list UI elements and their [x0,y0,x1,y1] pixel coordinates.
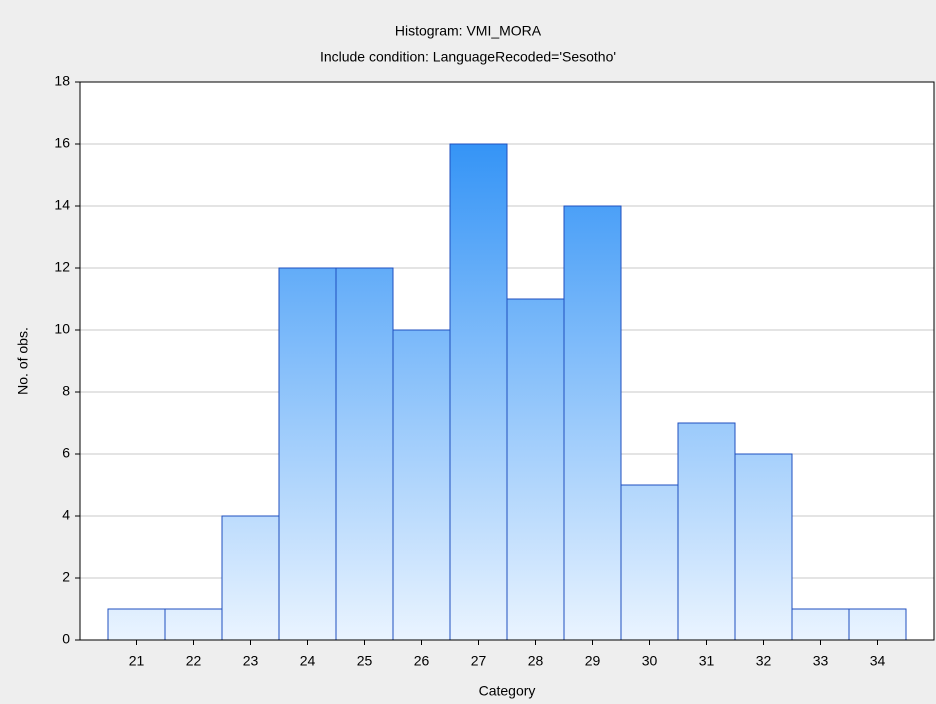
bar [791,608,850,641]
bar [278,267,337,641]
y-tick-label: 2 [62,569,70,585]
x-tick-label: 21 [129,653,145,669]
x-tick-label: 27 [471,653,487,669]
y-tick-label: 16 [54,135,70,151]
bar [677,422,736,641]
bar [221,515,280,641]
x-tick-label: 32 [756,653,772,669]
y-axis-label: No. of obs. [15,327,31,395]
x-tick-label: 28 [528,653,544,669]
bar [449,143,508,641]
y-tick-label: 6 [62,445,70,461]
x-axis-label: Category [479,683,536,699]
bar [335,267,394,641]
bar [734,453,793,641]
y-tick-label: 8 [62,383,70,399]
plot-frame [79,81,935,641]
x-tick-label: 26 [414,653,430,669]
x-tick-label: 33 [813,653,829,669]
bar [506,298,565,641]
x-tick-label: 25 [357,653,373,669]
x-tick-label: 34 [870,653,886,669]
y-tick-label: 18 [54,73,70,89]
x-tick-label: 22 [186,653,202,669]
bar [392,329,451,641]
x-tick-label: 23 [243,653,259,669]
chart-subtitle: Include condition: LanguageRecoded='Seso… [320,49,616,65]
y-tick-label: 12 [54,259,70,275]
x-tick-label: 31 [699,653,715,669]
x-tick-label: 29 [585,653,601,669]
y-tick-label: 14 [54,197,70,213]
bar [620,484,679,641]
y-tick-label: 0 [62,631,70,647]
chart-title: Histogram: VMI_MORA [395,23,542,39]
x-tick-label: 24 [300,653,316,669]
x-tick-label: 30 [642,653,658,669]
y-tick-label: 4 [62,507,70,523]
bar [164,608,223,641]
y-tick-label: 10 [54,321,70,337]
bar [107,608,166,641]
bar [848,608,907,641]
bar [563,205,622,641]
